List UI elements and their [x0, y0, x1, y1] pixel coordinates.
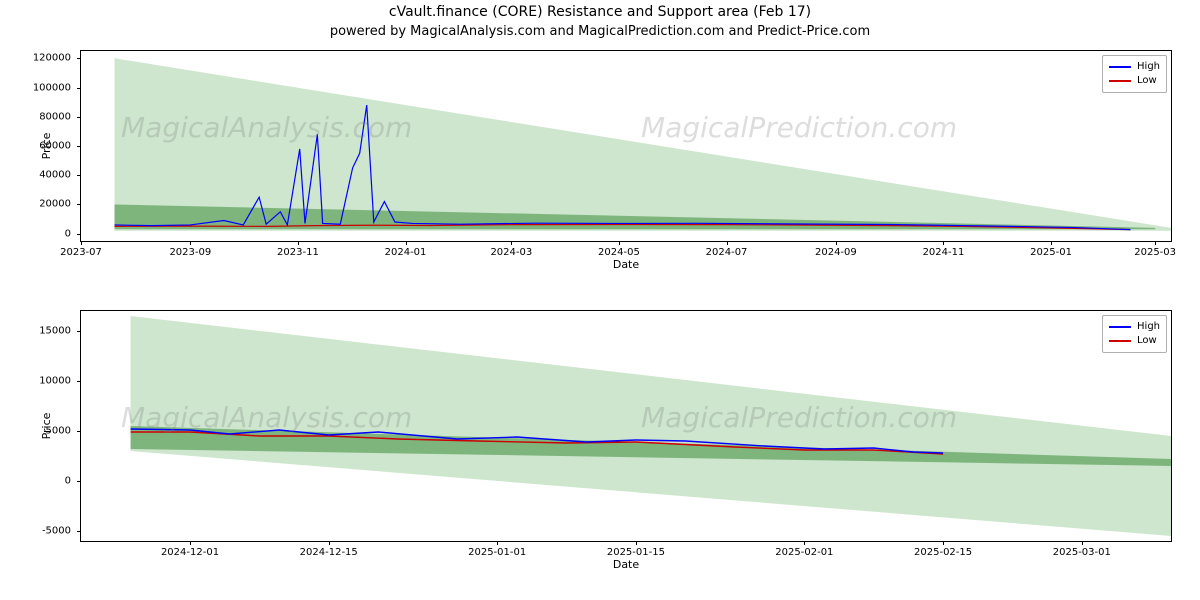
xtick-label: 2024-09 — [815, 241, 857, 258]
ytick-label: 40000 — [39, 170, 81, 181]
chart-top-plot — [81, 51, 1171, 241]
ytick-label: 15000 — [39, 326, 81, 337]
chart-top: Price Date MagicalAnalysis.com MagicalPr… — [80, 50, 1172, 242]
legend-label: High — [1137, 320, 1160, 334]
xtick-label: 2024-03 — [490, 241, 532, 258]
legend-label: High — [1137, 60, 1160, 74]
xtick-label: 2023-07 — [60, 241, 102, 258]
ytick-label: 0 — [65, 476, 81, 487]
chart-bottom-plot — [81, 311, 1171, 541]
xtick-label: 2025-01 — [1030, 241, 1072, 258]
legend-swatch — [1109, 66, 1131, 68]
ytick-label: 5000 — [46, 426, 81, 437]
legend-item: High — [1109, 320, 1160, 334]
xtick-label: 2024-12-15 — [300, 541, 358, 558]
ytick-label: 0 — [65, 228, 81, 239]
ytick-label: 120000 — [33, 53, 81, 64]
xtick-label: 2023-11 — [277, 241, 319, 258]
chart-bottom: Price Date MagicalAnalysis.com MagicalPr… — [80, 310, 1172, 542]
xtick-label: 2025-02-15 — [914, 541, 972, 558]
xtick-label: 2025-03-01 — [1053, 541, 1111, 558]
xtick-label: 2024-12-01 — [161, 541, 219, 558]
legend-label: Low — [1137, 334, 1157, 348]
ytick-label: 80000 — [39, 111, 81, 122]
legend: HighLow — [1102, 55, 1167, 93]
ytick-label: -5000 — [42, 526, 81, 537]
legend-item: High — [1109, 60, 1160, 74]
ytick-label: 60000 — [39, 141, 81, 152]
legend-swatch — [1109, 340, 1131, 342]
legend-item: Low — [1109, 74, 1160, 88]
xtick-label: 2025-01-01 — [468, 541, 526, 558]
xtick-label: 2025-03 — [1134, 241, 1176, 258]
xtick-label: 2024-05 — [598, 241, 640, 258]
xtick-label: 2025-01-15 — [607, 541, 665, 558]
legend: HighLow — [1102, 315, 1167, 353]
legend-item: Low — [1109, 334, 1160, 348]
figure: cVault.finance (CORE) Resistance and Sup… — [0, 0, 1200, 600]
xtick-label: 2023-09 — [169, 241, 211, 258]
legend-swatch — [1109, 80, 1131, 82]
xtick-label: 2024-07 — [706, 241, 748, 258]
figure-title: cVault.finance (CORE) Resistance and Sup… — [0, 4, 1200, 20]
figure-subtitle: powered by MagicalAnalysis.com and Magic… — [0, 24, 1200, 39]
legend-swatch — [1109, 326, 1131, 328]
ytick-label: 20000 — [39, 199, 81, 210]
xtick-label: 2024-01 — [385, 241, 427, 258]
chart-top-xlabel: Date — [81, 258, 1171, 271]
ytick-label: 100000 — [33, 82, 81, 93]
xtick-label: 2025-02-01 — [775, 541, 833, 558]
xtick-label: 2024-11 — [923, 241, 965, 258]
legend-label: Low — [1137, 74, 1157, 88]
chart-bottom-xlabel: Date — [81, 558, 1171, 571]
ytick-label: 10000 — [39, 376, 81, 387]
